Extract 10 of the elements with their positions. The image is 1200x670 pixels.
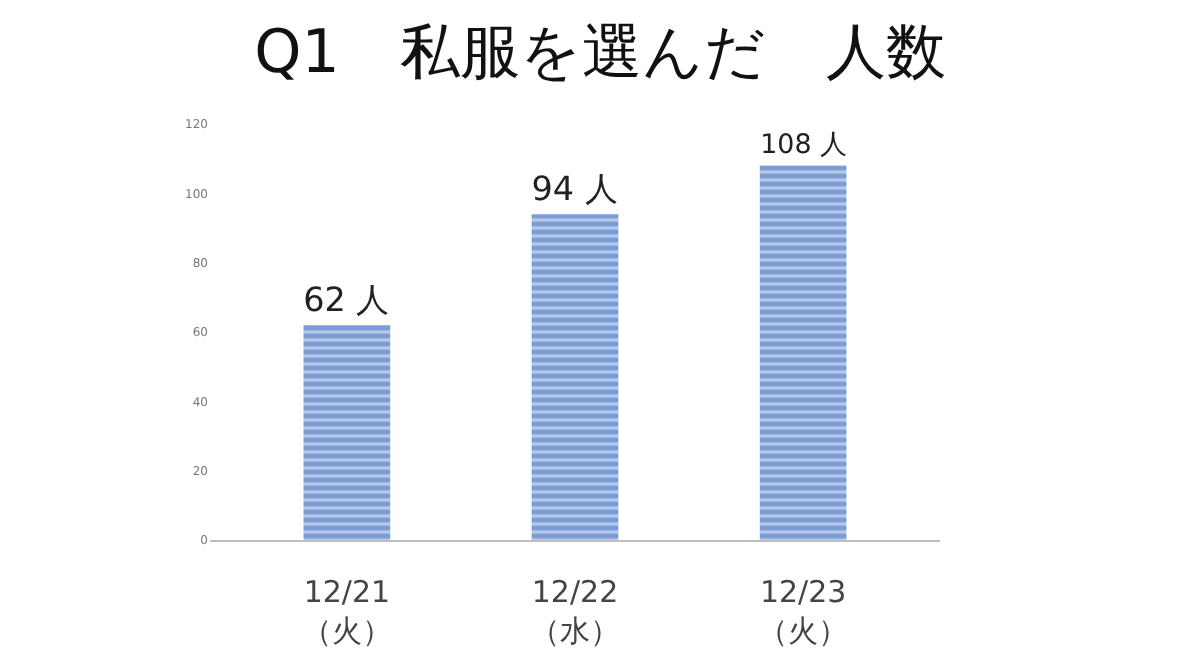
data-label: 62 人 <box>303 278 391 319</box>
bar <box>303 325 391 540</box>
x-tick-label: 12/21 （火） <box>301 574 392 649</box>
data-label: 108 人 <box>760 130 847 161</box>
bar <box>531 214 619 540</box>
x-tick-label: 12/23 （火） <box>758 574 849 649</box>
x-tick-label: 12/22 （水） <box>530 574 620 649</box>
bar <box>759 165 847 540</box>
data-label: 94 人 <box>531 167 619 208</box>
chart-title: Q1 私服を選んだ 人数 <box>254 18 946 89</box>
